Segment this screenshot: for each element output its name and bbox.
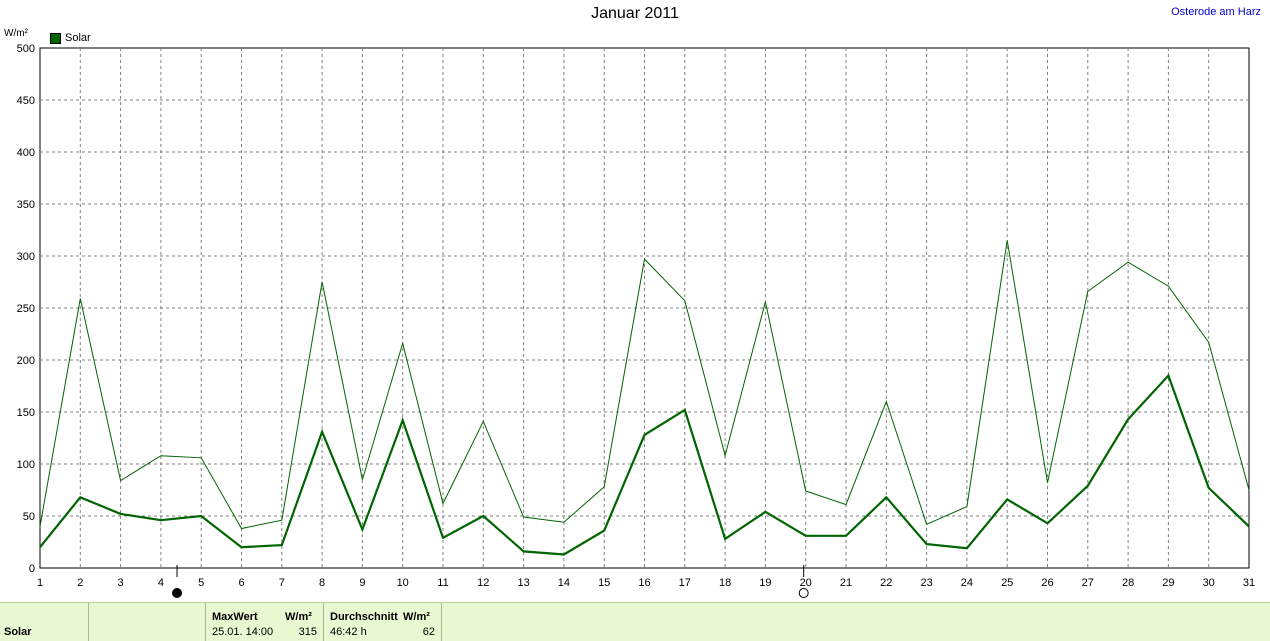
x-tick-label: 12: [477, 577, 489, 589]
x-tick-label: 5: [198, 577, 204, 589]
x-tick-label: 18: [719, 577, 731, 589]
x-tick-label: 7: [279, 577, 285, 589]
x-tick-label: 23: [920, 577, 932, 589]
location-label: Osterode am Harz: [1171, 6, 1261, 18]
x-tick-label: 8: [319, 577, 325, 589]
x-tick-label: 6: [238, 577, 244, 589]
grid-lines: [40, 48, 1249, 568]
avg-unit: W/m²: [403, 611, 430, 623]
series-group: [39, 240, 1250, 556]
avg-value: 62: [422, 626, 435, 638]
max-date: 25.01. 14:00: [212, 626, 274, 638]
max-header: MaxWert: [212, 611, 258, 623]
avg-header: Durchschnitt: [330, 611, 398, 623]
y-tick-label: 150: [17, 407, 35, 419]
x-tick-label: 9: [359, 577, 365, 589]
x-tick-label: 21: [840, 577, 852, 589]
y-tick-label: 50: [23, 511, 35, 523]
x-tick-label: 31: [1243, 577, 1255, 589]
y-tick-label: 200: [17, 355, 35, 367]
new-moon-icon: [172, 588, 183, 598]
y-tick-label: 450: [17, 95, 35, 107]
max-unit: W/m²: [285, 611, 312, 623]
footer-divider: [205, 603, 206, 641]
y-tick-label: 400: [17, 147, 35, 159]
x-tick-label: 17: [679, 577, 691, 589]
x-tick-label: 25: [1001, 577, 1013, 589]
moon-phase-markers: [172, 565, 809, 598]
x-tick-label: 30: [1203, 577, 1215, 589]
footer-divider: [323, 603, 324, 641]
x-tick-label: 15: [598, 577, 610, 589]
legend-label-solar: Solar: [65, 32, 91, 44]
series-line-solar-max: [39, 240, 1250, 530]
y-axis-unit: W/m²: [4, 28, 28, 39]
x-tick-label: 11: [437, 577, 448, 589]
x-axis-tick-labels: 1 2 3 4 5 6 7 8 9 10 11 12 13 14 15 16 17 18 19 20 21 22 23 24 2…: [37, 577, 1255, 589]
full-moon-icon: [798, 588, 809, 598]
x-tick-label: 20: [800, 577, 812, 589]
x-tick-label: 26: [1041, 577, 1053, 589]
x-tick-label: 14: [558, 577, 570, 589]
footer-divider: [88, 603, 89, 641]
chart-title: Januar 2011: [591, 5, 679, 22]
footer-row-label: Solar: [4, 626, 32, 638]
y-tick-label: 250: [17, 303, 35, 315]
footer-divider: [441, 603, 442, 641]
max-value: 315: [298, 626, 317, 638]
x-tick-label: 28: [1122, 577, 1134, 589]
y-axis-tick-labels: 0 50 100 150 200 250 300 350 400 450 500: [17, 43, 35, 575]
x-tick-label: 3: [118, 577, 124, 589]
x-tick-label: 2: [77, 577, 83, 589]
y-tick-label: 300: [17, 251, 35, 263]
summary-footer: Solar MaxWert W/m² 25.01. 14:00 315 Durc…: [0, 602, 1270, 641]
x-tick-label: 4: [158, 577, 164, 589]
x-tick-label: 13: [517, 577, 529, 589]
x-tick-label: 1: [37, 577, 43, 589]
x-tick-label: 29: [1162, 577, 1174, 589]
avg-duration: 46:42 h: [330, 626, 367, 638]
x-tick-label: 16: [638, 577, 650, 589]
x-tick-label: 27: [1082, 577, 1094, 589]
x-tick-label: 10: [397, 577, 409, 589]
x-tick-label: 19: [759, 577, 771, 589]
x-tick-label: 24: [961, 577, 973, 589]
y-tick-label: 350: [17, 199, 35, 211]
series-line-solar-average: [39, 373, 1250, 556]
legend-swatch-solar: [50, 32, 61, 44]
y-tick-label: 500: [17, 43, 35, 55]
legend: Solar: [50, 32, 91, 44]
y-tick-label: 100: [17, 459, 35, 471]
x-tick-label: 22: [880, 577, 892, 589]
y-tick-label: 0: [29, 563, 35, 575]
